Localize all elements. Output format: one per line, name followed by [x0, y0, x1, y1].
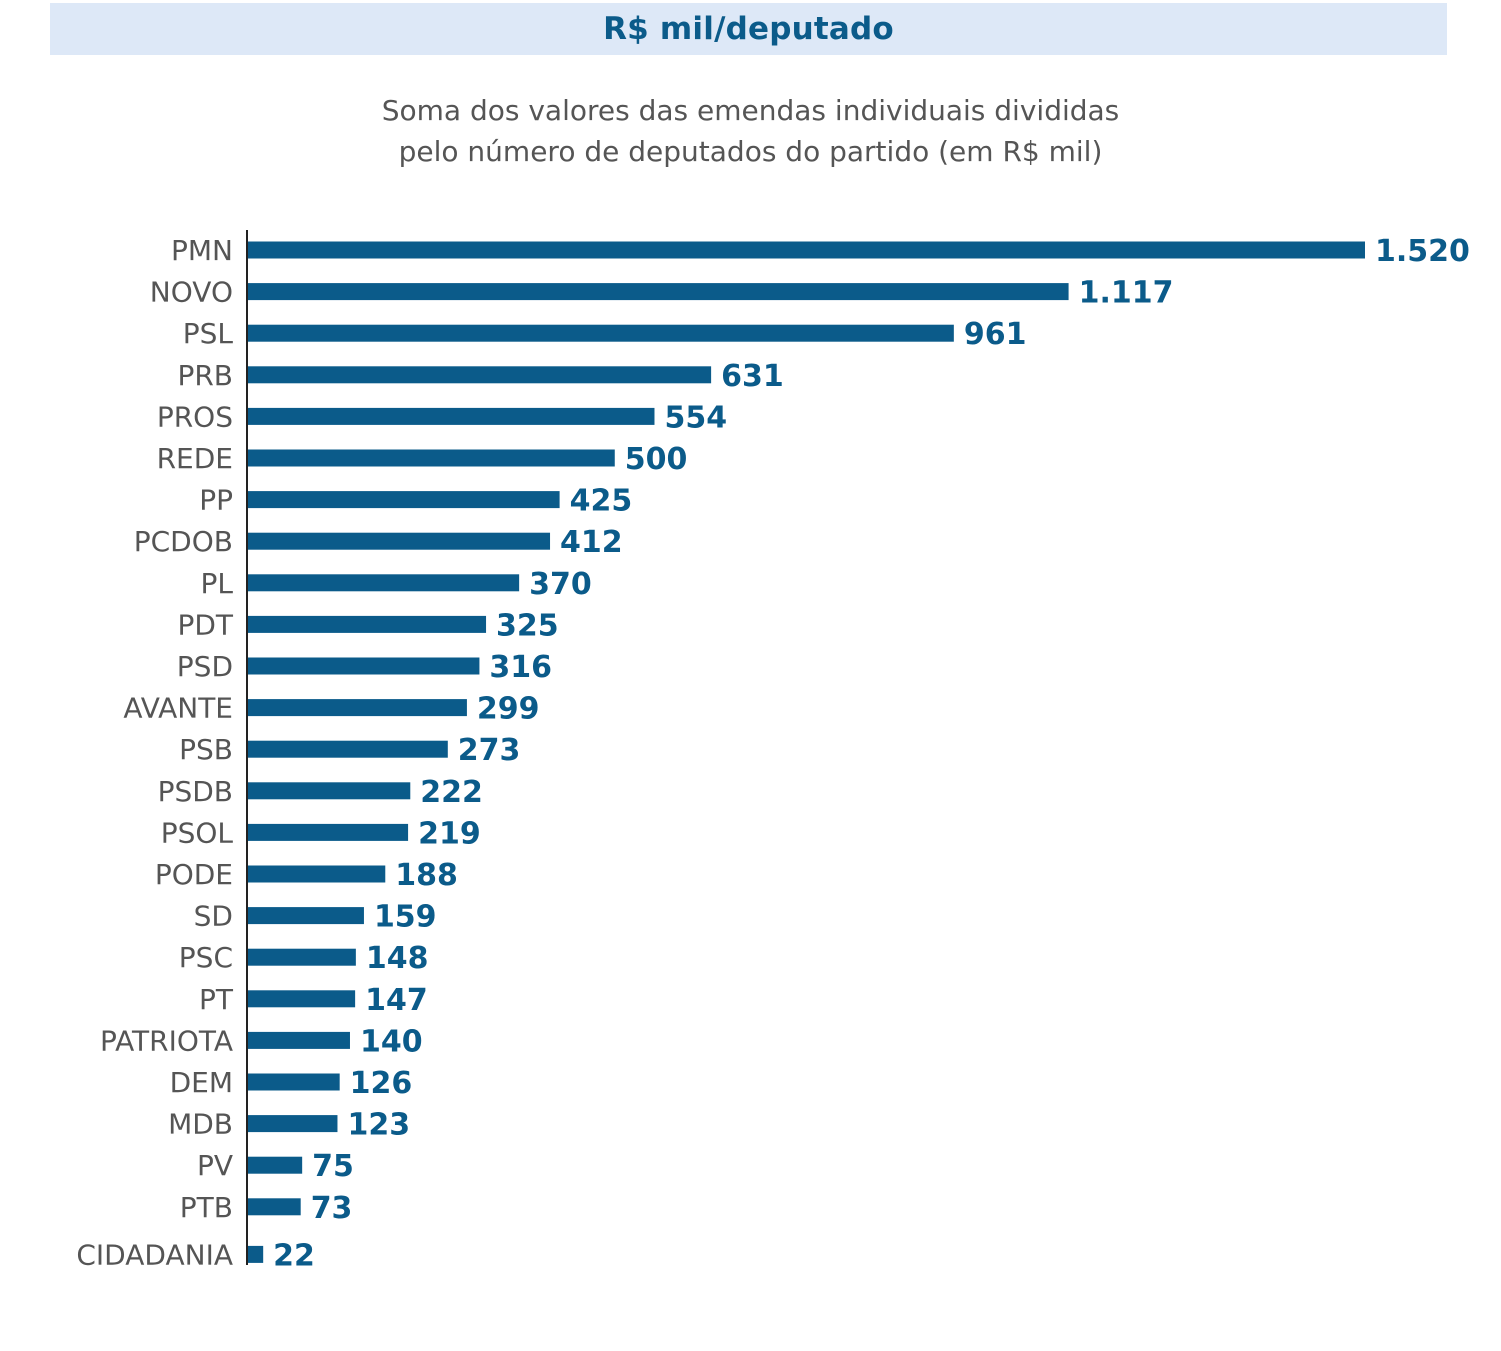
bar-pdt — [247, 615, 487, 633]
chart-subtitle: Soma dos valores das emendas individuais… — [0, 90, 1501, 172]
bar-prb — [247, 366, 712, 384]
bar-psol — [247, 823, 409, 841]
category-label: PSOL — [161, 816, 234, 849]
value-label: 148 — [366, 941, 429, 976]
value-label: 126 — [350, 1066, 413, 1101]
bar-pv — [247, 1156, 303, 1174]
bar-pros — [247, 407, 655, 425]
value-label: 147 — [365, 983, 428, 1018]
bar-rede — [247, 449, 615, 467]
bar-psd — [247, 657, 480, 675]
category-label: PSD — [177, 650, 233, 683]
bar-pl — [247, 574, 520, 592]
bar-pp — [247, 491, 560, 509]
value-label: 222 — [420, 775, 483, 810]
value-label: 159 — [374, 900, 437, 935]
value-label: 554 — [664, 400, 727, 435]
value-label: 75 — [312, 1149, 354, 1184]
bar-psl — [247, 324, 954, 342]
category-label: PRB — [177, 359, 233, 392]
value-label: 500 — [625, 442, 688, 477]
category-label: AVANTE — [123, 692, 233, 725]
bar-cidadania — [247, 1245, 264, 1263]
value-label: 370 — [529, 567, 592, 602]
bar-patriota — [247, 1031, 350, 1049]
bar-sd — [247, 907, 364, 925]
category-label: PSDB — [158, 775, 233, 808]
category-label: MDB — [168, 1108, 233, 1141]
bar-psc — [247, 948, 356, 966]
category-label: PSB — [179, 733, 233, 766]
bar-pode — [247, 865, 386, 883]
bars-group: PMN 1.520 NOVO 1.117 PSL 961 PRB 631 PROS 554 REDE… — [76, 234, 1470, 1273]
value-label: 123 — [347, 1108, 410, 1143]
bar-mdb — [247, 1115, 338, 1133]
category-label: PMN — [171, 234, 233, 267]
bar-pmn — [247, 241, 1365, 259]
category-label: PT — [199, 983, 234, 1016]
value-label: 219 — [418, 816, 481, 851]
bar-ptb — [247, 1198, 301, 1216]
bar-novo — [247, 283, 1069, 301]
value-label: 325 — [496, 608, 559, 643]
chart-title: R$ mil/deputado — [603, 11, 894, 47]
value-label: 316 — [489, 650, 552, 685]
subtitle-line-1: Soma dos valores das emendas individuais… — [381, 94, 1120, 127]
category-label: PSL — [183, 317, 234, 350]
bar-dem — [247, 1073, 340, 1091]
value-label: 631 — [721, 359, 784, 394]
title-banner: R$ mil/deputado — [50, 3, 1447, 55]
category-label: DEM — [170, 1066, 233, 1099]
bar-pt — [247, 990, 356, 1008]
value-label: 961 — [964, 317, 1027, 352]
category-label: SD — [194, 900, 233, 933]
category-label: CIDADANIA — [76, 1238, 233, 1271]
category-label: NOVO — [150, 276, 233, 309]
value-label: 22 — [273, 1238, 315, 1273]
value-label: 1.520 — [1375, 234, 1470, 269]
subtitle-line-2: pelo número de deputados do partido (em … — [398, 135, 1103, 168]
category-label: PDT — [177, 608, 233, 641]
value-label: 425 — [570, 484, 633, 519]
value-label: 73 — [311, 1191, 353, 1226]
category-label: PATRIOTA — [100, 1024, 233, 1057]
value-label: 273 — [458, 733, 521, 768]
value-label: 140 — [360, 1024, 423, 1059]
category-label: PL — [201, 567, 234, 600]
bar-pcdob — [247, 532, 551, 550]
category-label: PCDOB — [134, 525, 233, 558]
value-label: 299 — [477, 692, 540, 727]
category-label: REDE — [157, 442, 233, 475]
category-label: PTB — [180, 1191, 233, 1224]
value-label: 1.117 — [1079, 276, 1174, 311]
category-label: PODE — [155, 858, 233, 891]
category-label: PROS — [157, 400, 233, 433]
bar-psb — [247, 740, 448, 758]
category-label: PV — [197, 1149, 233, 1182]
bar-avante — [247, 699, 467, 717]
category-label: PP — [199, 484, 233, 517]
value-label: 188 — [395, 858, 458, 893]
category-label: PSC — [179, 941, 233, 974]
bar-psdb — [247, 782, 411, 800]
value-label: 412 — [560, 525, 623, 560]
